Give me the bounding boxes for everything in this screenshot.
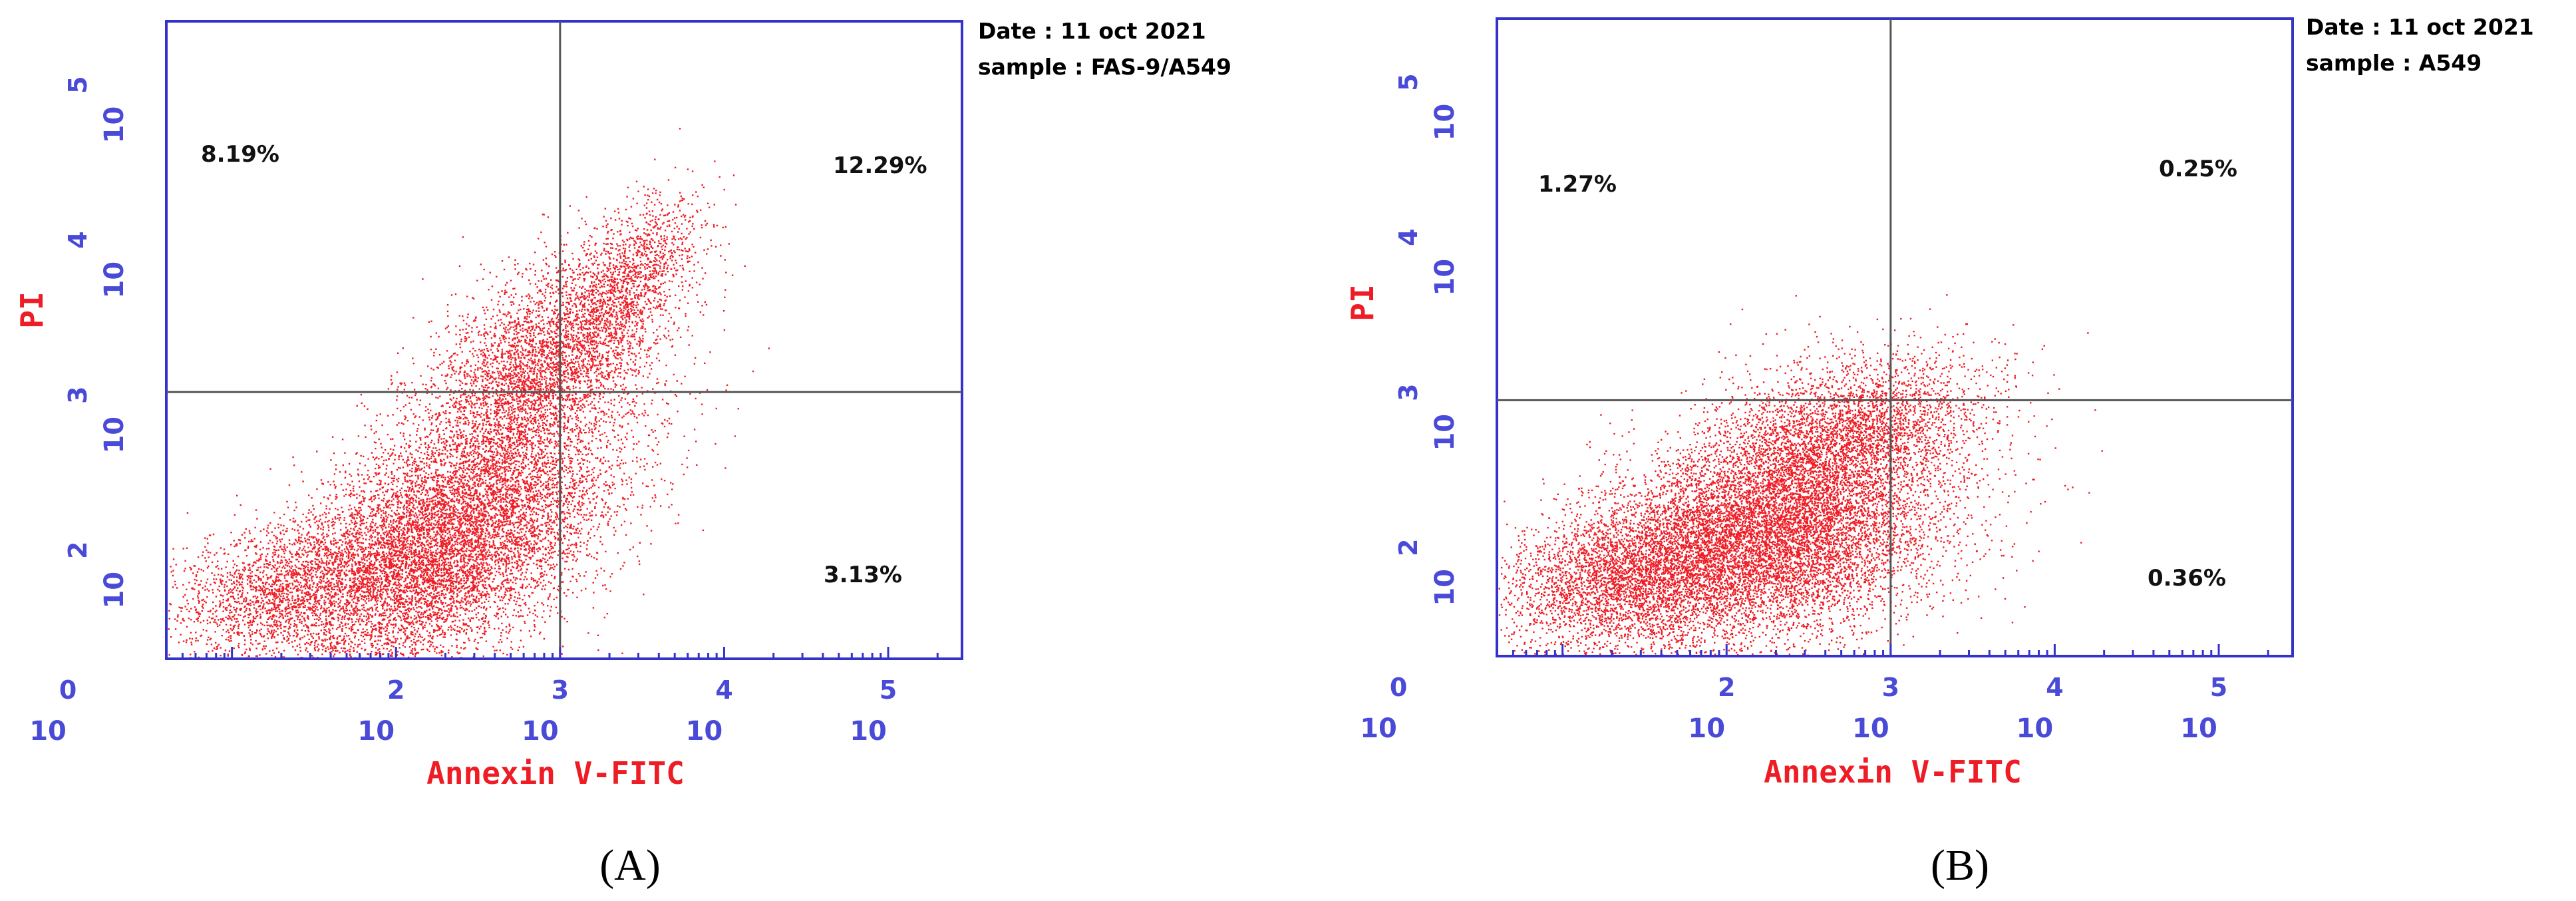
quadrant-lower-right-b: 0.36%: [2148, 565, 2226, 592]
quadrant-upper-right-b: 0.25%: [2159, 156, 2237, 182]
y-tick-exponent: 4: [1394, 228, 1423, 246]
y-tick-exponent: 2: [1394, 539, 1423, 556]
x-tick-exponent: 5: [880, 675, 897, 705]
panel-a: 0 10 2 10 3 10 4 10 5 10 10 2 10 3 10 4 10 5 8.19% 12.29…: [14, 18, 1231, 890]
quadrant-upper-left-b: 1.27%: [1538, 171, 1617, 198]
y-tick-base: 10: [1430, 104, 1460, 141]
sample-label-b: sample : A549: [2306, 50, 2482, 76]
y-tick-exponent: 5: [1394, 73, 1423, 90]
x-tick-base: 10: [29, 716, 67, 747]
y-tick-labels-b: 10 2 10 3 10 4 10 5: [1394, 73, 1460, 606]
y-tick-base: 10: [1430, 569, 1460, 606]
y-tick-exponent: 3: [1394, 383, 1423, 401]
x-tick-exponent: 0: [59, 675, 77, 705]
panel-b: 0 10 2 10 3 10 4 10 5 10 10 2 10 3 10 4 10 5 1.27% 0.25%…: [1345, 14, 2534, 890]
date-label-a: Date : 11 oct 2021: [978, 18, 1206, 44]
y-tick-exponent: 5: [63, 76, 92, 93]
y-tick-base: 10: [1430, 414, 1460, 451]
x-minor-ticks-a: [166, 647, 939, 659]
x-tick-exponent: 3: [552, 675, 569, 705]
x-tick-exponent: 4: [2046, 673, 2063, 702]
x-tick-base: 10: [686, 716, 723, 747]
quadrant-upper-right-a: 12.29%: [833, 152, 927, 179]
x-tick-labels-b: 0 10 2 10 3 10 4 10 5 10: [1360, 673, 2227, 744]
x-tick-exponent: 0: [1390, 673, 1407, 702]
y-tick-base: 10: [99, 262, 130, 299]
x-tick-exponent: 2: [387, 675, 404, 705]
plot-frame-b: [1496, 17, 2294, 657]
plot-frame-a: [165, 20, 963, 660]
x-axis-title-b: Annexin V-FITC: [1764, 754, 2022, 790]
x-tick-base: 10: [1852, 713, 1889, 744]
y-tick-base: 10: [99, 417, 130, 454]
y-axis-title-b: PI: [1345, 284, 1380, 321]
panel-label-b: (B): [1931, 841, 1989, 890]
x-tick-exponent: 3: [1882, 673, 1899, 702]
x-tick-base: 10: [2180, 713, 2217, 744]
x-tick-base: 10: [357, 716, 395, 747]
x-tick-base: 10: [850, 716, 887, 747]
x-tick-base: 10: [522, 716, 559, 747]
y-axis-title-a: PI: [14, 291, 50, 328]
date-label-b: Date : 11 oct 2021: [2306, 14, 2534, 40]
y-tick-base: 10: [1430, 259, 1460, 296]
x-tick-base: 10: [1688, 713, 1725, 744]
scatter-points: [168, 128, 770, 659]
sample-label-a: sample : FAS-9/A549: [978, 54, 1231, 80]
dot-cloud-b: [1498, 294, 2103, 657]
x-minor-ticks-b: [1496, 644, 2269, 656]
dot-cloud-a: [168, 128, 770, 659]
scatter-points: [1498, 294, 2103, 657]
y-tick-base: 10: [99, 572, 130, 609]
x-tick-exponent: 5: [2210, 673, 2227, 702]
y-tick-exponent: 4: [63, 231, 92, 248]
x-tick-base: 10: [2016, 713, 2054, 744]
x-axis-title-a: Annexin V-FITC: [426, 755, 685, 791]
x-tick-labels-a: 0 10 2 10 3 10 4 10 5 10: [29, 675, 897, 747]
y-tick-base: 10: [99, 106, 130, 144]
y-tick-exponent: 3: [63, 386, 92, 403]
x-tick-exponent: 2: [1718, 673, 1735, 702]
x-tick-exponent: 4: [715, 675, 732, 705]
quadrant-upper-left-a: 8.19%: [201, 141, 279, 168]
y-tick-exponent: 2: [63, 542, 92, 559]
quadrant-lower-right-a: 3.13%: [824, 562, 902, 588]
panel-label-a: (A): [599, 841, 661, 890]
x-tick-base: 10: [1360, 713, 1397, 744]
y-tick-labels-a: 10 2 10 3 10 4 10 5: [63, 76, 130, 608]
